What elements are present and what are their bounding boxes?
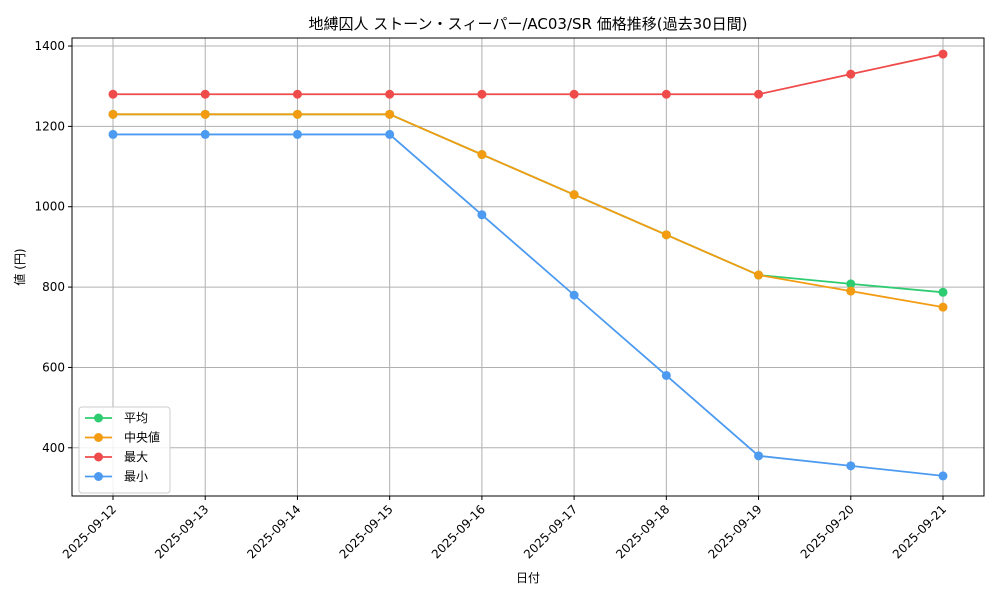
series-1 [108, 109, 948, 312]
legend-label: 中央値 [124, 430, 160, 445]
data-point [569, 190, 579, 200]
data-point [846, 286, 856, 296]
data-point [661, 89, 671, 99]
legend-item: 最大 [85, 450, 148, 464]
data-point [292, 89, 302, 99]
data-point [661, 230, 671, 240]
series-line [113, 53, 944, 96]
data-point [569, 290, 579, 300]
data-point [292, 109, 302, 119]
x-tick-label: 2025-09-18 [613, 502, 672, 561]
x-tick-label: 2025-09-15 [337, 502, 396, 561]
data-point [754, 451, 764, 461]
legend-marker [94, 433, 103, 442]
data-point [846, 461, 856, 471]
legend-item: 平均 [85, 411, 148, 425]
data-point [385, 109, 395, 119]
plot-area [71, 37, 985, 497]
legend-item: 最小 [85, 470, 148, 484]
data-point [385, 129, 395, 139]
x-tick-label: 2025-09-16 [429, 502, 488, 561]
legend-marker [94, 452, 103, 462]
data-point [385, 89, 395, 99]
chart-title: 地縛囚人 ストーン・スィーパー/AC03/SR 価格推移(過去30日間) [308, 15, 747, 33]
data-point [108, 129, 118, 139]
y-axis-title: 値 (円) [12, 248, 27, 285]
series-3 [108, 129, 948, 481]
data-point [477, 210, 487, 220]
data-point [477, 150, 487, 160]
data-point [108, 109, 118, 119]
legend-item: 中央値 [85, 430, 160, 445]
data-point [846, 69, 856, 79]
series-line [113, 113, 944, 309]
x-tick-label: 2025-09-21 [890, 502, 949, 561]
y-tick-label: 400 [42, 441, 65, 455]
x-tick-label: 2025-09-19 [705, 502, 764, 561]
y-tick-label: 1200 [34, 119, 65, 133]
series-line [113, 133, 944, 477]
data-point [938, 471, 948, 481]
y-tick-label: 600 [42, 360, 65, 374]
series-line [113, 113, 944, 294]
legend-marker [94, 472, 103, 481]
x-tick-label: 2025-09-20 [798, 502, 857, 561]
x-tick-label: 2025-09-13 [152, 502, 211, 561]
legend-box [78, 406, 171, 494]
x-tick-label: 2025-09-17 [521, 502, 580, 561]
x-axis-title: 日付 [516, 571, 540, 585]
x-tick-label: 2025-09-14 [244, 502, 303, 561]
data-point [292, 129, 302, 139]
legend-marker [94, 413, 103, 423]
data-point [200, 129, 210, 139]
y-tick-label: 800 [42, 280, 65, 294]
grid [72, 38, 984, 496]
legend-label: 最大 [124, 450, 148, 464]
data-point [661, 370, 671, 380]
series-layer [108, 49, 948, 481]
data-point [108, 89, 118, 99]
data-point [200, 89, 210, 99]
series-2 [108, 49, 948, 99]
data-point [200, 109, 210, 119]
series-0 [108, 109, 948, 297]
data-point [477, 89, 487, 99]
data-point [938, 49, 948, 59]
data-point [938, 302, 948, 312]
legend-label: 最小 [124, 470, 148, 484]
data-point [569, 89, 579, 99]
y-tick-label: 1000 [34, 200, 65, 214]
axes: 2025-09-12 2025-09-13 2025-09-14 2025-09-15… [34, 39, 949, 561]
y-tick-label: 1400 [34, 39, 65, 53]
data-point [938, 287, 948, 297]
data-point [754, 270, 764, 280]
x-tick-label: 2025-09-12 [60, 502, 119, 561]
legend-label: 平均 [124, 411, 148, 425]
data-point [754, 89, 764, 99]
data-point [846, 279, 856, 289]
